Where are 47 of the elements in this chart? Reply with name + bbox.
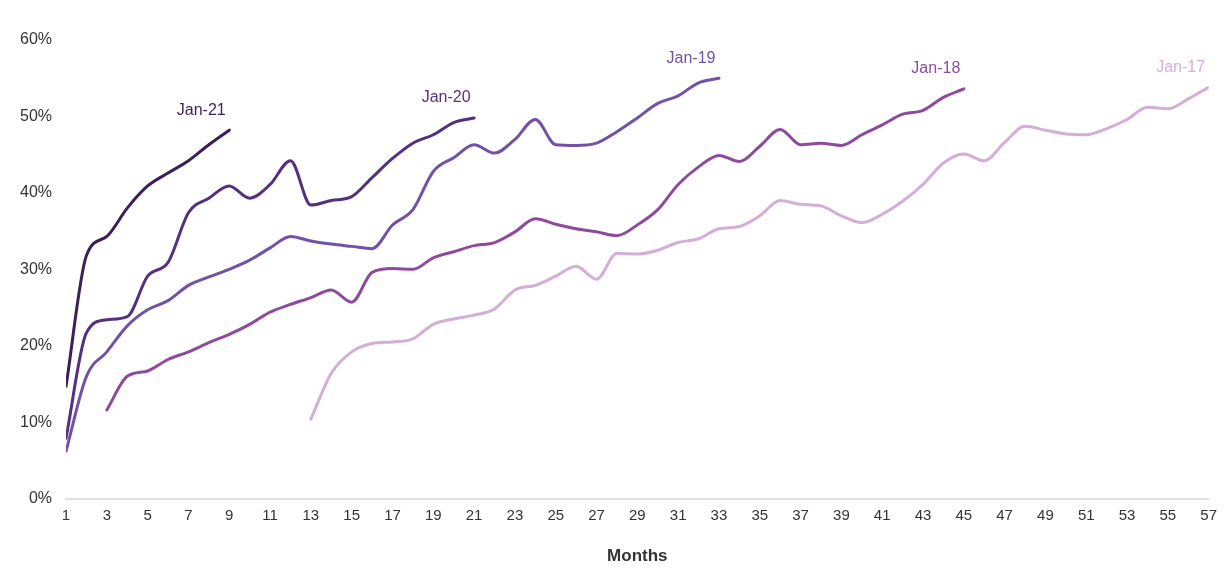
x-tick-label: 1 bbox=[61, 505, 71, 523]
x-tick-label: 27 bbox=[588, 505, 605, 523]
y-tick-label: 20% bbox=[19, 336, 53, 354]
y-tick-label: 10% bbox=[19, 412, 53, 430]
line-series bbox=[66, 76, 721, 453]
series-label: Jan-21 bbox=[176, 100, 226, 118]
x-tick-label: 5 bbox=[143, 505, 152, 523]
x-tick-label: 33 bbox=[710, 505, 728, 523]
x-tick-label: 19 bbox=[424, 505, 442, 523]
y-tick-label: 40% bbox=[19, 183, 53, 201]
y-tick-label: 50% bbox=[19, 106, 53, 124]
series-label: Jan-19 bbox=[666, 48, 716, 66]
x-tick-label: 57 bbox=[1200, 505, 1217, 523]
line-series bbox=[309, 85, 1209, 421]
x-tick-label: 53 bbox=[1118, 505, 1136, 523]
x-tick-label: 43 bbox=[914, 505, 932, 523]
x-tick-label: 23 bbox=[506, 505, 524, 523]
x-tick-label: 45 bbox=[955, 505, 973, 523]
x-tick-label: 37 bbox=[792, 505, 809, 523]
x-tick-label: 11 bbox=[262, 505, 278, 523]
x-tick-label: 51 bbox=[1077, 505, 1095, 523]
x-tick-label: 35 bbox=[751, 505, 769, 523]
x-tick-label: 3 bbox=[102, 505, 111, 523]
x-tick-label: 15 bbox=[343, 505, 361, 523]
x-tick-label: 31 bbox=[669, 505, 687, 523]
x-tick-label: 9 bbox=[225, 505, 234, 523]
line-series bbox=[66, 116, 476, 440]
series-label: Jan-18 bbox=[911, 59, 961, 77]
x-tick-label: 49 bbox=[1037, 505, 1054, 523]
series-label: Jan-20 bbox=[421, 88, 471, 106]
x-tick-label: 47 bbox=[996, 505, 1013, 523]
line-series bbox=[66, 128, 231, 388]
x-tick-label: 29 bbox=[629, 505, 646, 523]
series-label: Jan-17 bbox=[1156, 57, 1206, 75]
x-tick-label: 55 bbox=[1159, 505, 1177, 523]
y-tick-label: 60% bbox=[19, 30, 53, 48]
y-tick-label: 0% bbox=[28, 489, 53, 507]
x-tick-label: 41 bbox=[873, 505, 891, 523]
x-tick-label: 39 bbox=[833, 505, 850, 523]
x-tick-label: 17 bbox=[384, 505, 401, 523]
x-tick-label: 21 bbox=[465, 505, 483, 523]
x-tick-label: 7 bbox=[184, 505, 193, 523]
y-tick-label: 30% bbox=[19, 259, 53, 277]
x-tick-label: 13 bbox=[302, 505, 320, 523]
line-series bbox=[105, 87, 966, 412]
x-axis-title: Months bbox=[607, 546, 668, 566]
x-tick-label: 25 bbox=[547, 505, 565, 523]
